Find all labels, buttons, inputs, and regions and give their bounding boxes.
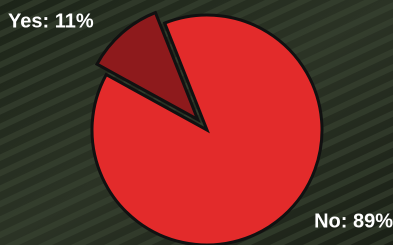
pie: [92, 13, 322, 245]
data-label: Yes: 11%: [8, 10, 94, 32]
data-label: No: 89%: [314, 210, 393, 232]
chart: Yes: 11% No: 89%: [0, 0, 393, 245]
